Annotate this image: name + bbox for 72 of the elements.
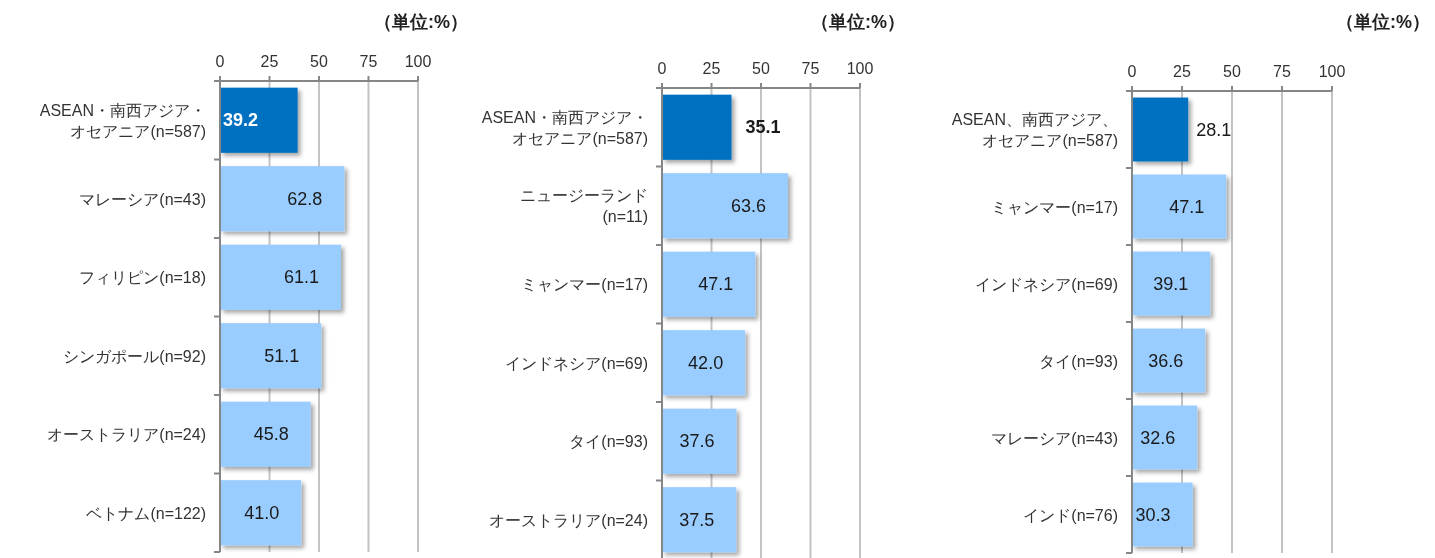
data-label: 62.8 bbox=[287, 188, 323, 209]
x-tick-label: 50 bbox=[1223, 63, 1241, 80]
x-tick-label: 0 bbox=[1127, 63, 1137, 80]
x-tick-label: 25 bbox=[260, 53, 279, 70]
data-label: 35.1 bbox=[745, 117, 781, 138]
bar bbox=[1132, 328, 1206, 393]
y-tick-label: オーストラリア(n=24) bbox=[489, 511, 648, 529]
data-label: 41.0 bbox=[244, 502, 280, 523]
y-tick-label: シンガポール(n=92) bbox=[63, 347, 206, 365]
x-axis-title: （単位:%） bbox=[374, 12, 468, 32]
data-label: 45.8 bbox=[253, 424, 289, 445]
bar bbox=[220, 323, 322, 389]
bar bbox=[662, 408, 737, 474]
bar bbox=[662, 94, 732, 160]
y-tick-label: ニュージーランド(n=11) bbox=[520, 186, 648, 225]
bar bbox=[220, 87, 298, 153]
x-tick-label: 0 bbox=[657, 60, 667, 77]
y-tick-label: インドネシア(n=69) bbox=[975, 275, 1118, 292]
data-label: 37.5 bbox=[679, 509, 715, 530]
data-label: 39.1 bbox=[1153, 273, 1189, 294]
bar bbox=[1132, 482, 1193, 547]
y-tick-label: ミャンマー(n=17) bbox=[521, 275, 648, 293]
x-tick-label: 0 bbox=[215, 53, 225, 70]
data-label: 32.6 bbox=[1140, 427, 1176, 448]
y-tick-label: フィリピン(n=18) bbox=[79, 268, 206, 286]
x-tick-label: 25 bbox=[702, 60, 721, 77]
y-tick-label: マレーシア(n=43) bbox=[79, 190, 206, 208]
x-tick-label: 75 bbox=[359, 53, 378, 70]
x-tick-label: 75 bbox=[801, 60, 820, 77]
x-tick-label: 25 bbox=[1173, 63, 1191, 80]
data-label: 61.1 bbox=[283, 267, 319, 288]
x-tick-label: 50 bbox=[752, 60, 770, 77]
data-label: 51.1 bbox=[264, 345, 300, 366]
y-tick-label: ベトナム(n=122) bbox=[86, 504, 206, 522]
y-tick-label: インドネシア(n=69) bbox=[505, 354, 648, 372]
data-label: 36.6 bbox=[1148, 350, 1184, 371]
data-label: 37.6 bbox=[679, 431, 715, 452]
data-label: 42.0 bbox=[688, 352, 724, 373]
x-tick-label: 50 bbox=[310, 53, 328, 70]
y-tick-label: ASEAN・南西アジア・オセアニア(n=587) bbox=[39, 101, 206, 140]
data-label: 47.1 bbox=[698, 274, 734, 295]
y-tick-label: ASEAN・南西アジア・オセアニア(n=587) bbox=[481, 108, 648, 147]
data-label: 63.6 bbox=[730, 195, 766, 216]
bar bbox=[220, 166, 345, 232]
x-axis-title: （単位:%） bbox=[1336, 12, 1430, 32]
y-tick-label: オーストラリア(n=24) bbox=[47, 425, 206, 443]
x-tick-label: 100 bbox=[404, 53, 432, 70]
y-tick-label: ASEAN、南西アジア、オセアニア(n=587) bbox=[951, 110, 1118, 149]
bar bbox=[220, 244, 341, 310]
bar bbox=[662, 173, 788, 239]
bar bbox=[1132, 174, 1227, 239]
bar bbox=[662, 487, 737, 553]
y-tick-label: インド(n=76) bbox=[1023, 506, 1118, 523]
bar bbox=[220, 401, 311, 467]
data-label: 28.1 bbox=[1196, 119, 1232, 140]
y-tick-label: ミャンマー(n=17) bbox=[991, 198, 1118, 215]
bar bbox=[1132, 97, 1189, 162]
y-tick-label: マレーシア(n=43) bbox=[991, 429, 1118, 446]
y-tick-label: タイ(n=93) bbox=[1039, 352, 1118, 369]
bar bbox=[1132, 251, 1211, 316]
data-label: 39.2 bbox=[223, 110, 259, 131]
bar bbox=[662, 330, 746, 396]
x-tick-label: 100 bbox=[846, 60, 874, 77]
bar bbox=[220, 480, 302, 546]
data-label: 47.1 bbox=[1169, 196, 1205, 217]
bar bbox=[1132, 405, 1198, 470]
y-tick-label: タイ(n=93) bbox=[569, 432, 648, 450]
x-tick-label: 75 bbox=[1273, 63, 1291, 80]
x-tick-label: 100 bbox=[1318, 63, 1346, 80]
data-label: 30.3 bbox=[1135, 504, 1171, 525]
x-axis-title: （単位:%） bbox=[811, 12, 905, 32]
bar bbox=[662, 251, 756, 317]
